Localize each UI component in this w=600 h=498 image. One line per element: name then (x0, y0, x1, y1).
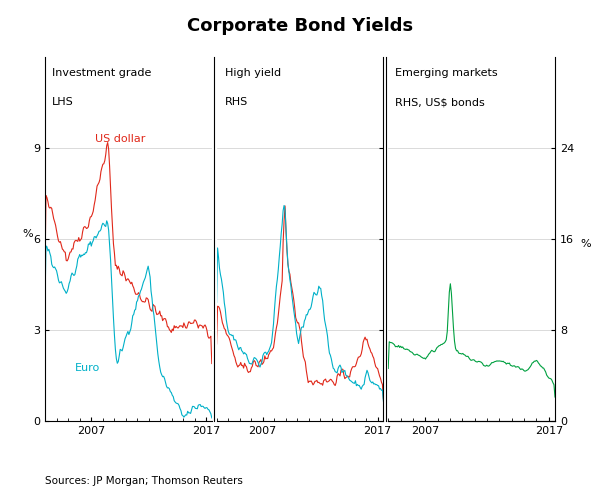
Text: High yield: High yield (225, 68, 281, 78)
Text: Sources: JP Morgan; Thomson Reuters: Sources: JP Morgan; Thomson Reuters (45, 476, 243, 486)
Text: RHS, US$ bonds: RHS, US$ bonds (395, 97, 485, 107)
Y-axis label: %: % (22, 229, 33, 239)
Text: Emerging markets: Emerging markets (395, 68, 497, 78)
Text: RHS: RHS (225, 97, 248, 107)
Y-axis label: %: % (580, 239, 590, 249)
Text: Investment grade: Investment grade (52, 68, 151, 78)
Text: Euro: Euro (75, 363, 100, 373)
Text: Corporate Bond Yields: Corporate Bond Yields (187, 17, 413, 35)
Text: US dollar: US dollar (95, 133, 145, 143)
Text: LHS: LHS (52, 97, 73, 107)
